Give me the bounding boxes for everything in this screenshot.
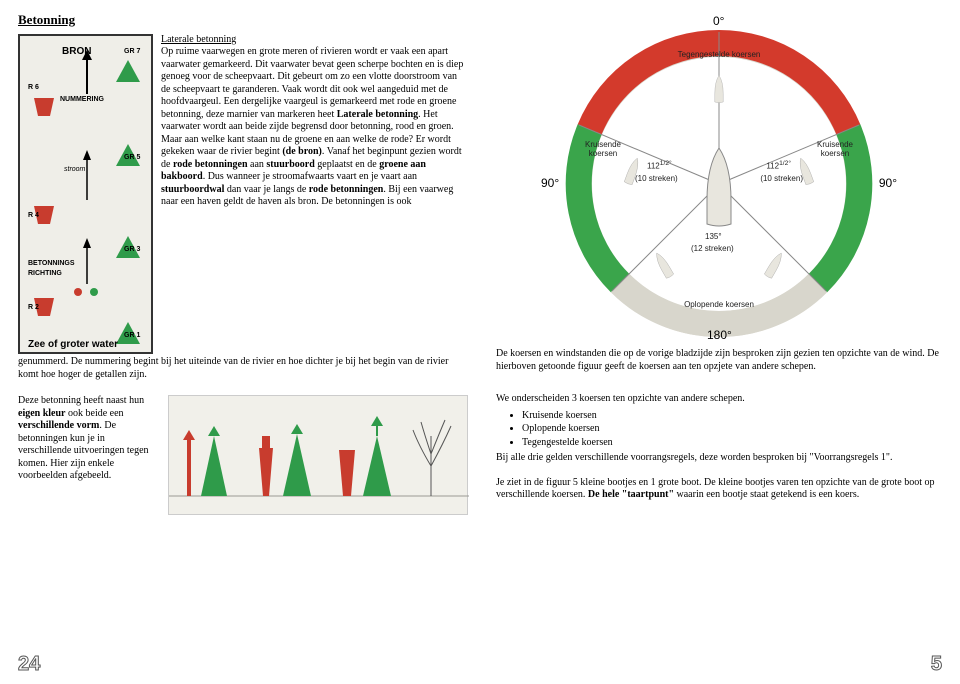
deg-90l: 90° <box>541 176 559 190</box>
r4b: De hele "taartpunt" <box>588 489 674 500</box>
pa-7: aan <box>248 159 267 170</box>
lbl-135: 135° <box>705 232 722 241</box>
d1-bron: BRON <box>62 46 91 57</box>
r4c: waarin een bootje staat getekend is een … <box>674 489 859 500</box>
pb-4: verschillende vorm <box>18 420 99 431</box>
deg-180: 180° <box>707 328 732 342</box>
lbl-kruisr: Kruisende koersen <box>805 140 865 158</box>
d1-r6: R 6 <box>28 84 39 91</box>
pb-3: ook beide een <box>66 408 124 419</box>
page-number-right: 5 <box>931 653 942 676</box>
lbl-tegen: Tegengestelde koersen <box>669 50 769 59</box>
d1-bottom: Zee of groter water <box>28 339 118 350</box>
lbl-ang1: 1121/2° <box>647 160 672 171</box>
pa-13: dan vaar je langs de <box>224 184 308 195</box>
d1-gr3: GR 3 <box>124 246 140 253</box>
pb-1: Deze betonning heeft naast hun <box>18 395 144 406</box>
page-title: Betonning <box>18 12 468 28</box>
compass-diagram: 0° 90° 90° 180° Tegengestelde koersen Kr… <box>539 12 899 342</box>
lbl-s10r: (10 streken) <box>760 174 803 183</box>
pa-8: stuurboord <box>266 159 314 170</box>
para-r1: De koersen en windstanden die op de vori… <box>496 348 942 373</box>
para-r3: Bij alle drie gelden verschillende voorr… <box>496 452 942 465</box>
d1-r2: R 2 <box>28 304 39 311</box>
para-a2: genummerd. De nummering begint bij het u… <box>18 356 468 381</box>
d1-gr5: GR 5 <box>124 154 140 161</box>
list-item: Oplopende koersen <box>522 422 942 436</box>
deg-0: 0° <box>713 14 724 28</box>
d1-stroom: stroom <box>64 166 85 173</box>
pb-2: eigen kleur <box>18 408 66 419</box>
deg-90r: 90° <box>879 176 897 190</box>
subhead-laterale: Laterale betonning <box>161 34 468 45</box>
para-r2: We onderscheiden 3 koersen ten opzichte … <box>496 393 942 406</box>
pa-14: rode betonningen <box>309 184 384 195</box>
pa-2: Laterale betonning <box>337 109 418 120</box>
d1-bet1: BETONNINGS <box>28 260 75 267</box>
lbl-ang2: 1121/2° <box>766 160 791 171</box>
d1-bet2: RICHTING <box>28 270 62 277</box>
lbl-s10l: (10 streken) <box>635 174 678 183</box>
para-r4: Je ziet in de figuur 5 kleine bootjes en… <box>496 477 942 502</box>
pa-9: geplaatst en de <box>315 159 379 170</box>
list-item: Tegengestelde koersen <box>522 436 942 450</box>
d1-r4: R 4 <box>28 212 39 219</box>
koersen-list: Kruisende koersen Oplopende koersen Tege… <box>522 409 942 450</box>
buoyage-diagram: BRON NUMMERING R 6 R 4 R 2 GR 7 GR 5 GR … <box>18 34 153 354</box>
lbl-s12: (12 streken) <box>691 244 734 253</box>
list-item: Kruisende koersen <box>522 409 942 423</box>
pa-12: stuurboordwal <box>161 184 224 195</box>
d1-nummering: NUMMERING <box>60 96 104 103</box>
para-a: Op ruime vaarwegen en grote meren of riv… <box>161 46 468 209</box>
para-b: Deze betonning heeft naast hun eigen kle… <box>18 395 158 483</box>
pa-11: . Dus wanneer je stroomafwaarts vaart en… <box>203 171 417 182</box>
d1-gr1: GR 1 <box>124 332 140 339</box>
pa-4: (de bron) <box>282 146 322 157</box>
buoy-examples-diagram <box>168 395 468 515</box>
d1-gr7: GR 7 <box>124 48 140 55</box>
page-number-left: 24 <box>18 653 40 676</box>
lbl-oplop: Oplopende koersen <box>669 300 769 309</box>
lbl-kruisl: Kruisende koersen <box>573 140 633 158</box>
pa-6: rode betonningen <box>173 159 248 170</box>
